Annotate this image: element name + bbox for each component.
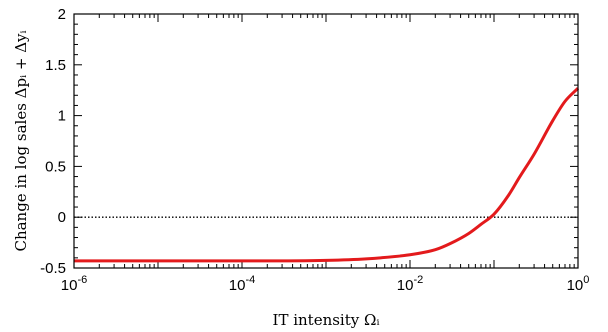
y-tick-label: 0.5 [45, 158, 66, 175]
y-tick-labels: -0.5 0 0.5 1 1.5 2 [40, 6, 66, 277]
y-tick-label: 2 [58, 6, 66, 23]
x-tick-label: 100 [567, 274, 590, 294]
x-axis-title: IT intensity Ωᵢ [273, 311, 380, 329]
y-tick-label: 1 [58, 108, 66, 125]
y-tick-label: 0 [58, 209, 66, 226]
x-tick-label: 10-2 [397, 274, 423, 294]
ticks-layer [73, 13, 579, 269]
series-line [74, 87, 580, 263]
y-tick-label: -0.5 [40, 260, 66, 277]
x-tick-labels: 10-6 10-4 10-2 100 [61, 274, 590, 294]
x-tick-label: 10-4 [229, 274, 255, 294]
x-tick-label: 10-6 [61, 274, 87, 294]
y-axis-title: Change in log sales Δpᵢ + Δyᵢ [12, 30, 30, 251]
y-tick-label: 1.5 [45, 57, 66, 74]
plot-frame [73, 13, 579, 269]
